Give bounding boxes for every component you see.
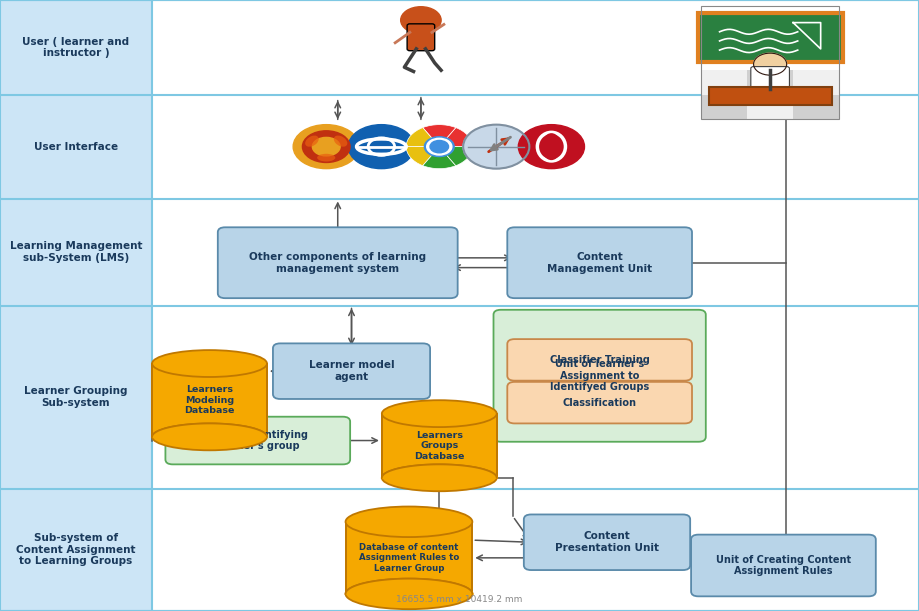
Circle shape	[312, 137, 340, 156]
Text: Other components of learning
management system: Other components of learning management …	[249, 252, 426, 274]
Text: Unit of learner's
Assignment to
Identifyed Groups: Unit of learner's Assignment to Identify…	[550, 359, 649, 392]
FancyBboxPatch shape	[407, 24, 435, 51]
Circle shape	[401, 7, 441, 34]
FancyBboxPatch shape	[0, 0, 152, 95]
Circle shape	[426, 138, 452, 155]
Wedge shape	[439, 147, 472, 166]
FancyBboxPatch shape	[165, 417, 350, 464]
Bar	[153, 364, 267, 437]
Bar	[747, 95, 793, 119]
Text: Database of content
Assignment Rules to
Learner Group: Database of content Assignment Rules to …	[358, 543, 460, 573]
Circle shape	[463, 125, 529, 169]
Wedge shape	[406, 128, 439, 147]
Text: Learner Grouping
Sub-system: Learner Grouping Sub-system	[24, 386, 128, 408]
FancyBboxPatch shape	[494, 310, 706, 442]
FancyBboxPatch shape	[152, 95, 919, 199]
FancyBboxPatch shape	[691, 535, 876, 596]
FancyBboxPatch shape	[0, 489, 152, 611]
FancyBboxPatch shape	[152, 489, 919, 611]
Text: User ( learner and
instructor ): User ( learner and instructor )	[22, 37, 130, 58]
Circle shape	[293, 125, 359, 169]
Ellipse shape	[346, 579, 472, 609]
FancyBboxPatch shape	[0, 306, 152, 489]
Text: Learner model
agent: Learner model agent	[309, 360, 394, 382]
Bar	[382, 414, 496, 478]
Wedge shape	[423, 125, 456, 147]
FancyBboxPatch shape	[218, 227, 458, 298]
Text: Classifier Training: Classifier Training	[550, 355, 650, 365]
Text: Unit of Creating Content
Assignment Rules: Unit of Creating Content Assignment Rule…	[716, 555, 851, 576]
Ellipse shape	[153, 350, 267, 377]
Bar	[701, 95, 747, 119]
Wedge shape	[406, 147, 439, 166]
Ellipse shape	[334, 136, 347, 147]
Text: Content
Presentation Unit: Content Presentation Unit	[555, 532, 659, 553]
Bar	[701, 70, 747, 95]
FancyBboxPatch shape	[709, 87, 832, 105]
Circle shape	[348, 125, 414, 169]
FancyBboxPatch shape	[507, 227, 692, 298]
FancyBboxPatch shape	[698, 13, 843, 62]
FancyBboxPatch shape	[152, 306, 919, 489]
Circle shape	[302, 131, 350, 163]
Ellipse shape	[305, 136, 319, 147]
FancyBboxPatch shape	[0, 199, 152, 306]
Text: Classification: Classification	[562, 398, 637, 408]
Ellipse shape	[538, 133, 565, 161]
Ellipse shape	[543, 134, 560, 159]
FancyBboxPatch shape	[751, 67, 789, 93]
FancyBboxPatch shape	[524, 514, 690, 570]
FancyBboxPatch shape	[507, 382, 692, 423]
Circle shape	[430, 141, 448, 153]
Text: Learners
Modeling
Database: Learners Modeling Database	[185, 386, 234, 415]
Ellipse shape	[382, 400, 496, 427]
Text: Sub-system of
Content Assignment
to Learning Groups: Sub-system of Content Assignment to Lear…	[16, 533, 136, 566]
FancyBboxPatch shape	[273, 343, 430, 399]
FancyBboxPatch shape	[507, 339, 692, 381]
Wedge shape	[439, 128, 472, 147]
Text: 16655.5 mm x 10419.2 mm: 16655.5 mm x 10419.2 mm	[396, 595, 523, 604]
FancyBboxPatch shape	[152, 199, 919, 306]
Text: User Interface: User Interface	[34, 142, 118, 152]
Ellipse shape	[317, 154, 335, 161]
Bar	[793, 95, 839, 119]
Text: Learners
Groups
Database: Learners Groups Database	[414, 431, 464, 461]
Bar	[793, 70, 839, 95]
Bar	[747, 70, 793, 95]
Wedge shape	[423, 147, 456, 169]
Circle shape	[425, 137, 454, 156]
Text: Unit of identifying
learner's group: Unit of identifying learner's group	[208, 430, 308, 452]
FancyBboxPatch shape	[0, 95, 152, 199]
Ellipse shape	[382, 464, 496, 491]
Circle shape	[754, 53, 787, 75]
Ellipse shape	[346, 507, 472, 537]
Text: Learning Management
sub-System (LMS): Learning Management sub-System (LMS)	[9, 241, 142, 263]
Ellipse shape	[153, 423, 267, 450]
Text: Content
Management Unit: Content Management Unit	[547, 252, 652, 274]
Circle shape	[518, 125, 584, 169]
FancyBboxPatch shape	[152, 0, 919, 95]
Bar	[346, 522, 472, 594]
